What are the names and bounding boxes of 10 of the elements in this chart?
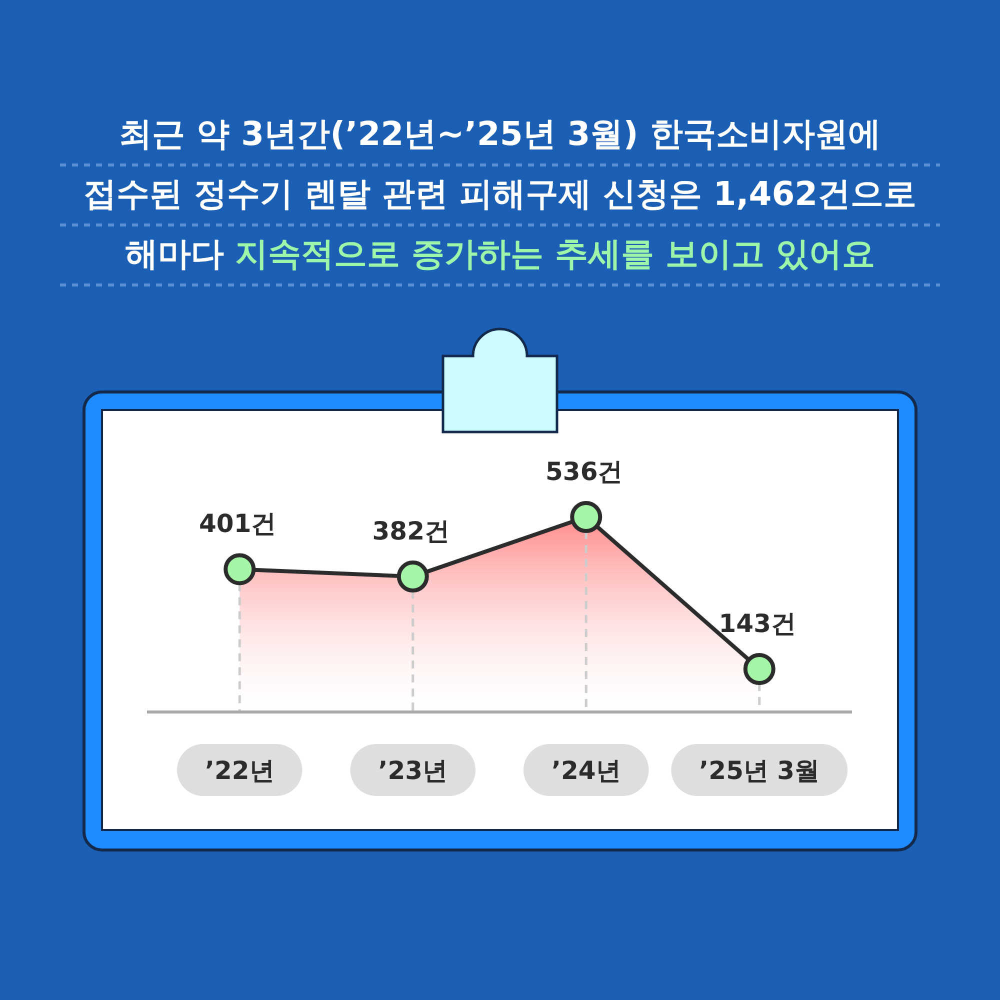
- chart-subtitle: 해마다 지속적으로 증가하는 추세를 보이고 있어요: [124, 234, 876, 273]
- data-label: 143건: [718, 609, 796, 638]
- x-tick-label: ’22년: [204, 756, 274, 785]
- x-tick-label: ’24년: [551, 756, 621, 785]
- data-label: 382건: [372, 516, 450, 546]
- data-label: 401건: [199, 509, 276, 538]
- x-tick-label: ’25년 3월: [699, 756, 820, 785]
- chart-title: 최근 약 3년간(’22년~’25년 3월) 한국소비자원에 접수된 정수기 렌탈 관련 피해구제 신청은 1,462건으로: [83, 114, 917, 213]
- data-label: 536건: [546, 457, 623, 486]
- x-tick-label: ’23년: [378, 756, 448, 785]
